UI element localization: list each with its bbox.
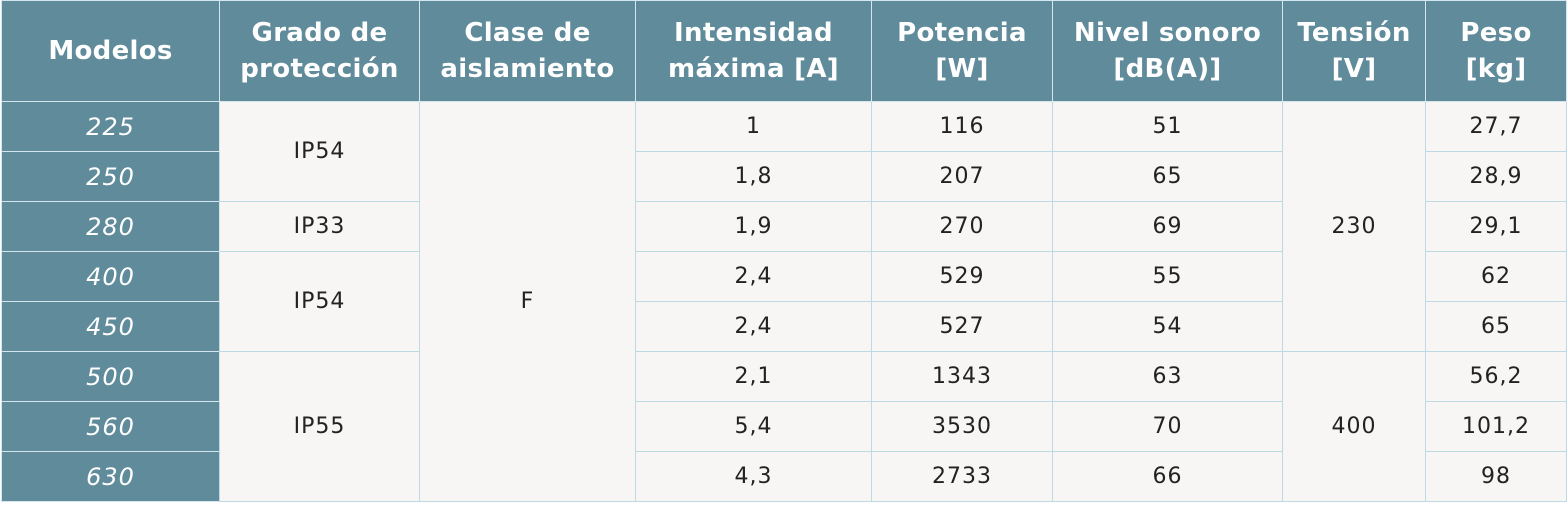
model-cell: 560 bbox=[1, 401, 220, 452]
header-power: Potencia [W] bbox=[871, 0, 1053, 102]
power-cell: 207 bbox=[871, 151, 1053, 202]
table-row: 225 IP54 F 1 116 51 230 27,7 bbox=[1, 101, 1567, 502]
specifications-table: Modelos Grado de protección Clase de ais… bbox=[1, 0, 1567, 502]
header-protection-grade: Grado de protección bbox=[219, 0, 420, 102]
weight-cell: 28,9 bbox=[1425, 151, 1567, 202]
header-insulation-class: Clase de aislamiento bbox=[419, 0, 636, 102]
weight-cell: 29,1 bbox=[1425, 201, 1567, 252]
table-row: 280 IP33 1,9 270 69 29,1 bbox=[1, 201, 1567, 252]
weight-cell: 56,2 bbox=[1425, 351, 1567, 402]
header-noise-level: Nivel sonoro [dB(A)] bbox=[1052, 0, 1283, 102]
power-cell: 1343 bbox=[871, 351, 1053, 402]
header-voltage: Tensión [V] bbox=[1282, 0, 1426, 102]
noise-cell: 69 bbox=[1052, 201, 1283, 252]
table-row: 450 2,4 527 54 65 bbox=[1, 301, 1567, 352]
current-cell: 4,3 bbox=[635, 451, 872, 502]
noise-cell: 70 bbox=[1052, 401, 1283, 452]
model-cell: 500 bbox=[1, 351, 220, 402]
header-max-current: Intensidad máxima [A] bbox=[635, 0, 872, 102]
current-cell: 1,8 bbox=[635, 151, 872, 202]
voltage-cell: 230 bbox=[1282, 101, 1426, 352]
power-cell: 116 bbox=[871, 101, 1053, 152]
voltage-cell: 400 bbox=[1282, 351, 1426, 502]
weight-cell: 101,2 bbox=[1425, 401, 1567, 452]
table-row: 500 IP55 2,1 1343 63 400 56,2 bbox=[1, 351, 1567, 502]
weight-cell: 62 bbox=[1425, 251, 1567, 302]
power-cell: 270 bbox=[871, 201, 1053, 252]
noise-cell: 51 bbox=[1052, 101, 1283, 152]
current-cell: 1 bbox=[635, 101, 872, 152]
current-cell: 2,4 bbox=[635, 251, 872, 302]
noise-cell: 65 bbox=[1052, 151, 1283, 202]
noise-cell: 63 bbox=[1052, 351, 1283, 402]
model-cell: 630 bbox=[1, 451, 220, 502]
table-row: 560 5,4 3530 70 101,2 bbox=[1, 401, 1567, 452]
model-cell: 250 bbox=[1, 151, 220, 202]
noise-cell: 66 bbox=[1052, 451, 1283, 502]
model-cell: 225 bbox=[1, 101, 220, 152]
weight-cell: 27,7 bbox=[1425, 101, 1567, 152]
model-cell: 450 bbox=[1, 301, 220, 352]
noise-cell: 55 bbox=[1052, 251, 1283, 302]
protection-cell: IP54 bbox=[219, 251, 420, 352]
power-cell: 2733 bbox=[871, 451, 1053, 502]
header-models: Modelos bbox=[1, 0, 220, 102]
noise-cell: 54 bbox=[1052, 301, 1283, 352]
model-cell: 280 bbox=[1, 201, 220, 252]
model-cell: 400 bbox=[1, 251, 220, 302]
insulation-cell: F bbox=[419, 101, 636, 502]
weight-cell: 98 bbox=[1425, 451, 1567, 502]
header-weight: Peso [kg] bbox=[1425, 0, 1567, 102]
power-cell: 529 bbox=[871, 251, 1053, 302]
current-cell: 2,4 bbox=[635, 301, 872, 352]
power-cell: 3530 bbox=[871, 401, 1053, 452]
protection-cell: IP33 bbox=[219, 201, 420, 252]
protection-cell: IP55 bbox=[219, 351, 420, 502]
protection-cell: IP54 bbox=[219, 101, 420, 202]
table-row: 630 4,3 2733 66 98 bbox=[1, 451, 1567, 502]
current-cell: 2,1 bbox=[635, 351, 872, 402]
header-row: Modelos Grado de protección Clase de ais… bbox=[1, 0, 1567, 102]
current-cell: 1,9 bbox=[635, 201, 872, 252]
weight-cell: 65 bbox=[1425, 301, 1567, 352]
table-row: 250 1,8 207 65 28,9 bbox=[1, 151, 1567, 202]
current-cell: 5,4 bbox=[635, 401, 872, 452]
power-cell: 527 bbox=[871, 301, 1053, 352]
